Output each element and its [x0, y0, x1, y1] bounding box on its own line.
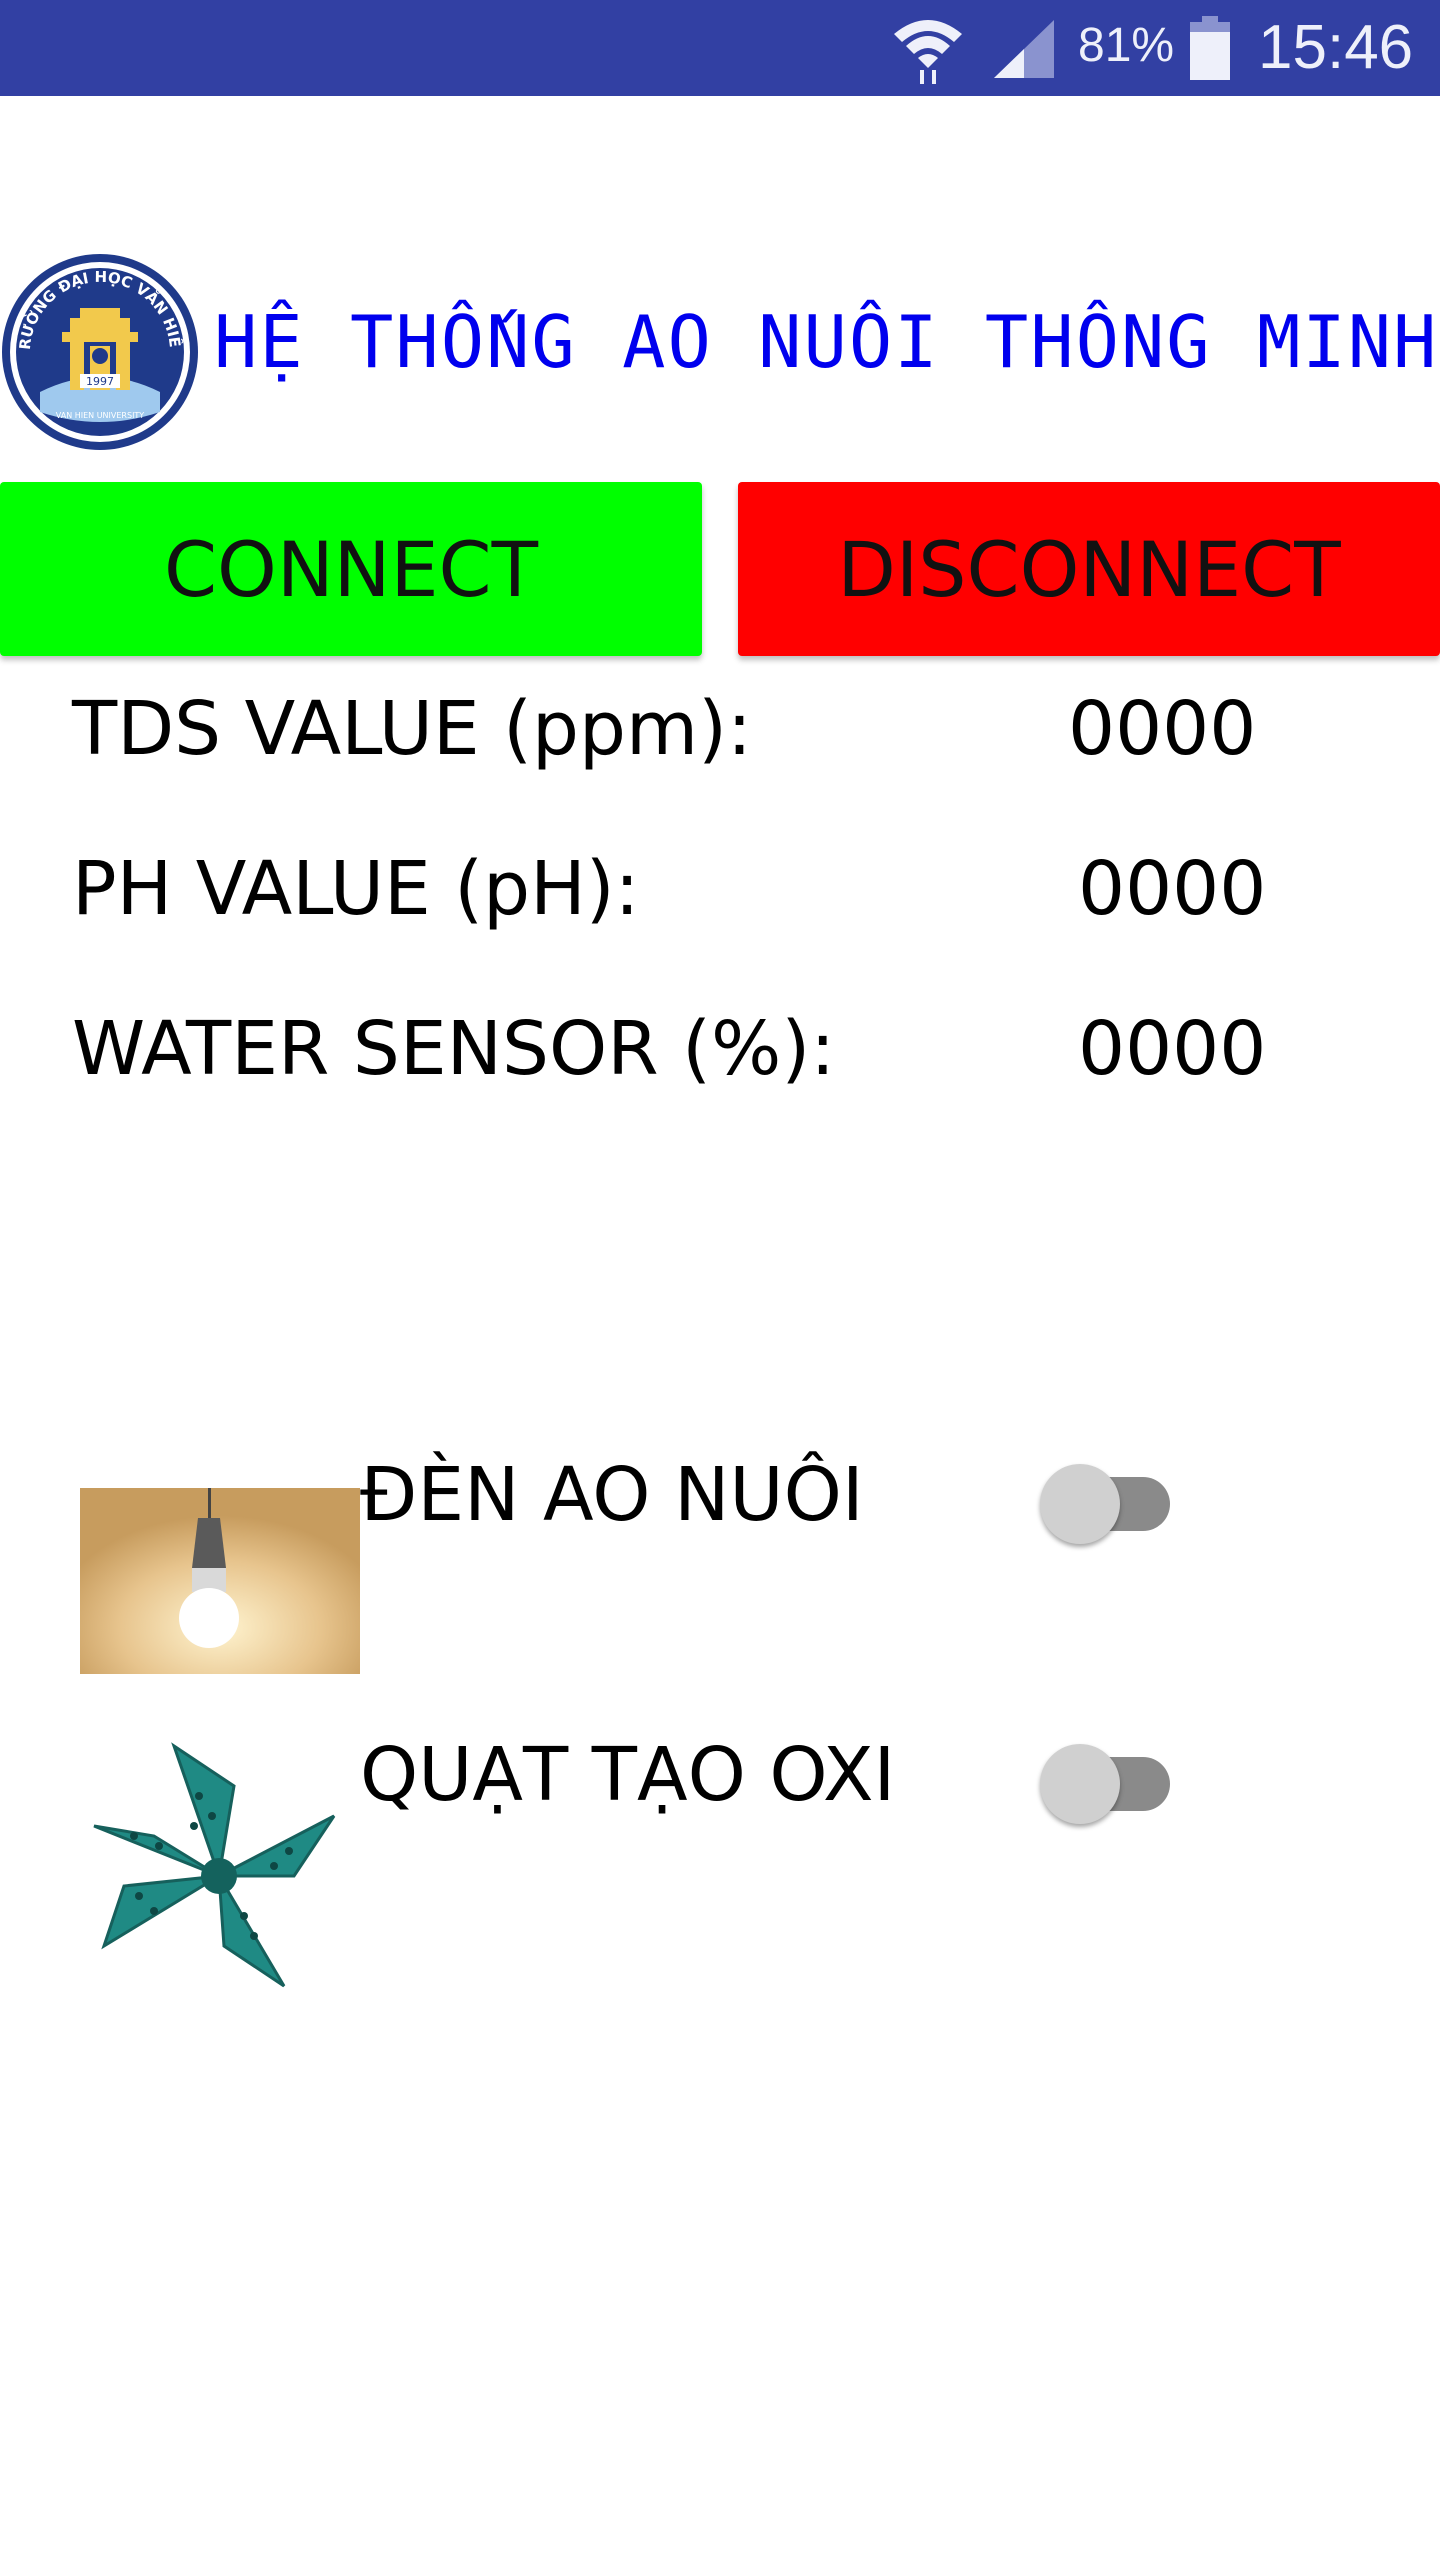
ph-value: 0000 [1078, 846, 1267, 932]
app-title: HỆ THỐNG AO NUÔI THÔNG MINH [214, 300, 1439, 384]
logo-year: 1997 [86, 375, 114, 388]
disconnect-button[interactable]: DISCONNECT [738, 482, 1440, 656]
aerator-fan-icon [93, 1742, 336, 1988]
cell-signal-icon [994, 20, 1054, 78]
aerator-toggle-thumb [1040, 1744, 1120, 1824]
logo-bottom-text: VAN HIEN UNIVERSITY [56, 411, 145, 420]
water-sensor-value: 0000 [1078, 1006, 1267, 1092]
light-toggle-thumb [1040, 1464, 1120, 1544]
connect-button[interactable]: CONNECT [0, 482, 702, 656]
tds-label: TDS VALUE (ppm): [72, 686, 752, 772]
aerator-toggle[interactable] [1040, 1732, 1180, 1824]
battery-icon [1190, 16, 1230, 80]
device-light-label: ĐÈN AO NUÔI [360, 1452, 864, 1538]
battery-percent: 81% [1078, 19, 1175, 72]
wifi-icon [894, 20, 962, 84]
status-bar: 81% 15:46 [0, 0, 1440, 96]
ph-label: PH VALUE (pH): [72, 846, 640, 932]
tds-value: 0000 [1068, 686, 1257, 772]
university-logo: TRƯỜNG ĐẠI HỌC VĂN HIẾN 1997 VAN HIEN UN… [0, 252, 198, 450]
light-bulb-icon [80, 1488, 360, 1674]
water-sensor-label: WATER SENSOR (%): [72, 1006, 836, 1092]
device-aerator-label: QUẠT TẠO OXI [360, 1732, 896, 1818]
light-toggle[interactable] [1040, 1452, 1180, 1544]
status-clock: 15:46 [1258, 13, 1414, 82]
